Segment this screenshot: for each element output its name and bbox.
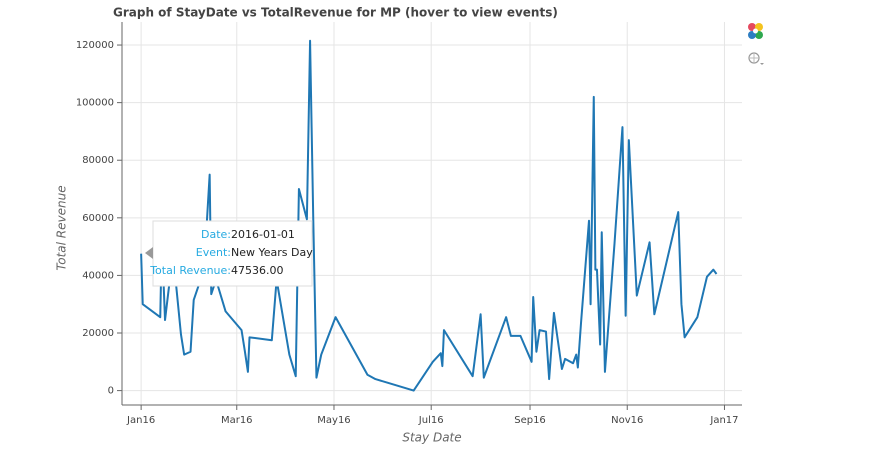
axes: 0 20000 40000 60000 80000 100000 120000 Jan16 Ma… (76, 22, 742, 426)
x-tick-label: Jan16 (126, 415, 155, 426)
y-tick-label: 120000 (76, 40, 114, 51)
y-tick-label: 0 (108, 386, 114, 397)
toolbar (748, 23, 764, 65)
x-axis-label: Stay Date (402, 431, 461, 445)
chart-title: Graph of StayDate vs TotalRevenue for MP… (113, 6, 558, 20)
data-line (140, 39, 718, 392)
plot-area (140, 39, 718, 392)
x-tick-label: Mar16 (221, 415, 253, 426)
x-tick-label: Jan17 (709, 415, 738, 426)
y-tick-label: 60000 (82, 213, 114, 224)
x-tick-label: Sep16 (514, 415, 546, 426)
tooltip-value: 47536.00 (231, 264, 284, 277)
tooltip-value: 2016-01-01 (231, 228, 295, 241)
tooltip-value: New Years Day (231, 246, 313, 259)
tooltip-label: Date: (201, 228, 231, 241)
x-tick-label: Jul16 (418, 415, 444, 426)
y-tick-label: 100000 (76, 98, 114, 109)
x-tick-label: Nov16 (611, 415, 643, 426)
tooltip-label: Total Revenue: (149, 264, 231, 277)
bokeh-logo[interactable] (748, 23, 763, 39)
grid (122, 22, 742, 405)
y-tick-label: 40000 (82, 270, 114, 281)
x-tick-label: May16 (317, 415, 350, 426)
y-axis-label: Total Revenue (55, 185, 69, 270)
y-tick-label: 20000 (82, 328, 114, 339)
hover-tool[interactable] (748, 52, 764, 65)
tooltip-label: Event: (196, 246, 231, 259)
tooltip-arrow (145, 247, 153, 259)
y-tick-label: 80000 (82, 155, 114, 166)
